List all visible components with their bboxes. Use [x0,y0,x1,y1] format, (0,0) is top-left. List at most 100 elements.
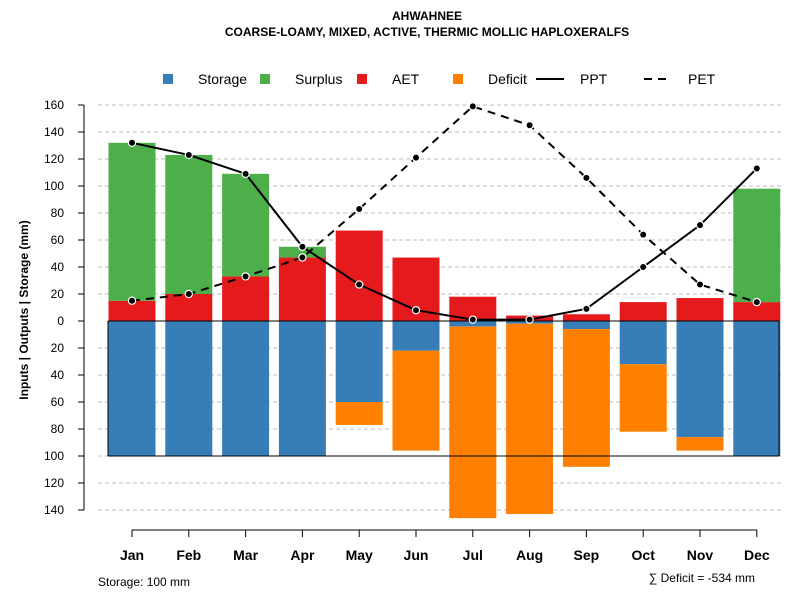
y-tick-label: 20 [51,287,65,301]
y-tick-label: 140 [44,503,64,517]
storage-bar [392,321,440,351]
deficit-bar [449,326,497,519]
y-tick-label: 60 [51,395,65,409]
surplus-bar [278,246,326,258]
x-tick-label: Aug [516,547,543,563]
pet-point [639,230,648,239]
surplus-bar [108,142,156,301]
storage-bar [676,321,724,438]
aet-bar [676,298,724,321]
x-tick-label: Dec [744,547,770,563]
legend-label: Surplus [295,71,342,87]
storage-bar [619,321,667,365]
y-tick-label: 80 [51,206,65,220]
aet-bar [108,300,156,321]
x-tick-label: Nov [687,547,714,563]
pet-line [131,105,758,304]
storage-bar [562,321,610,330]
y-tick-label: 120 [44,476,64,490]
pet-point [241,272,250,281]
pet-point [127,296,137,305]
pet-point [582,173,591,183]
storage-bar [165,321,213,456]
x-tick-label: Jun [404,547,429,563]
surplus-bar [165,154,213,294]
y-tick-label: 0 [57,314,64,328]
ppt-point [411,306,421,315]
ppt-line [131,141,758,321]
chart-subtitle: COARSE-LOAMY, MIXED, ACTIVE, THERMIC MOL… [225,25,629,39]
storage-bar [278,321,326,456]
y-tick-label: 40 [51,260,65,274]
pet-point [298,253,307,262]
bars [108,142,781,519]
y-tick-label: 60 [51,233,65,247]
aet-bar [165,294,213,321]
chart-title: AHWAHNEE [392,9,462,23]
deficit-bar [676,437,724,451]
deficit-bar [619,364,667,432]
legend-label: PPT [580,71,608,87]
x-tick-label: Oct [632,547,656,563]
ppt-point [298,242,307,251]
x-tick-label: Sep [574,547,600,563]
ppt-point [355,280,364,289]
y-tick-label: 80 [51,422,65,436]
y-tick-label: 20 [51,341,65,355]
y-axis-label: Inputs | Outputs | Storage (mm) [17,220,31,399]
storage-note: Storage: 100 mm [98,575,190,589]
storage-bar [108,321,156,456]
x-tick-label: Feb [176,547,201,563]
x-tick-label: Jul [463,547,483,563]
storage-bar [222,321,270,456]
ppt-point [695,220,705,230]
pet-point [525,121,534,130]
aet-bar [335,230,383,321]
y-tick-label: 160 [44,98,64,112]
deficit-bar [506,323,554,515]
storage-bar [335,321,383,402]
legend-swatch [163,74,173,84]
series-lines [127,102,762,324]
ppt-point [582,304,591,314]
y-tick-label: 140 [44,125,64,139]
ppt-point [127,138,137,147]
deficit-bar [392,350,440,451]
ppt-point [468,315,477,324]
ppt-point [241,169,250,179]
ppt-point [184,150,193,160]
deficit-note: ∑ Deficit = -534 mm [649,571,755,585]
pet-point [468,102,477,111]
x-tick-label: Apr [290,547,315,563]
x-tick-label: Jan [120,547,144,563]
legend-label: Deficit [488,71,527,87]
aet-bar [733,302,781,321]
y-tick-label: 100 [44,179,64,193]
aet-bar [619,302,667,321]
aet-bar [222,276,270,321]
legend-swatch [260,74,270,84]
aet-bar [562,314,610,321]
axes: 160 140 120 100 80 60 40 20 0 20 40 60 80 100 120 140 Ja… [44,98,780,563]
ppt-point [525,315,534,324]
x-tick-label: May [346,547,373,563]
deficit-bar [335,402,383,425]
ppt-point [752,164,762,173]
pet-point [355,204,364,214]
y-tick-label: 100 [44,449,64,463]
legend-label: AET [392,71,420,87]
pet-point [411,153,421,162]
pet-point [695,280,705,289]
legend-label: PET [688,71,716,87]
legend-label: Storage [198,71,247,87]
legend-swatch [453,74,463,84]
deficit-bar [562,329,610,467]
aet-bar [278,257,326,321]
x-tick-label: Mar [233,547,258,563]
pet-point [184,289,193,299]
legend-swatch [357,74,367,84]
pet-point [752,297,762,307]
y-tick-label: 40 [51,368,65,382]
surplus-bar [733,188,781,303]
